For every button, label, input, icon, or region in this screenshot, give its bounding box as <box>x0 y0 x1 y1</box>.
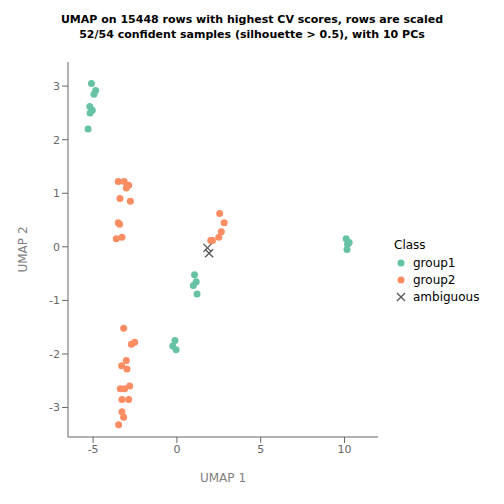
svg-text:0: 0 <box>173 443 180 456</box>
svg-text:2: 2 <box>53 134 60 147</box>
html-text:group2: group2 <box>413 272 456 287</box>
html-text:Class: Class <box>394 237 426 252</box>
svg-text:1: 1 <box>53 187 60 200</box>
svg-text:-2: -2 <box>49 348 60 361</box>
svg-text:-3: -3 <box>49 401 60 414</box>
html-text:group1: group1 <box>413 255 456 270</box>
html-text:ambiguous: ambiguous <box>413 289 480 304</box>
svg-text:UMAP 2: UMAP 2 <box>16 226 30 272</box>
svg-text:-5: -5 <box>88 443 99 456</box>
svg-text:0: 0 <box>53 241 60 254</box>
svg-text:3: 3 <box>53 80 60 93</box>
svg-text:5: 5 <box>257 443 264 456</box>
svg-text:UMAP 1: UMAP 1 <box>200 471 246 485</box>
svg-text:10: 10 <box>337 443 351 456</box>
html-text:52/54 confident samples (silho: 52/54 confident samples (silhouette > 0.… <box>79 28 425 41</box>
svg-text:-1: -1 <box>49 294 60 307</box>
html-text:UMAP on 15448 rows with highes: UMAP on 15448 rows with highest CV score… <box>60 13 444 26</box>
